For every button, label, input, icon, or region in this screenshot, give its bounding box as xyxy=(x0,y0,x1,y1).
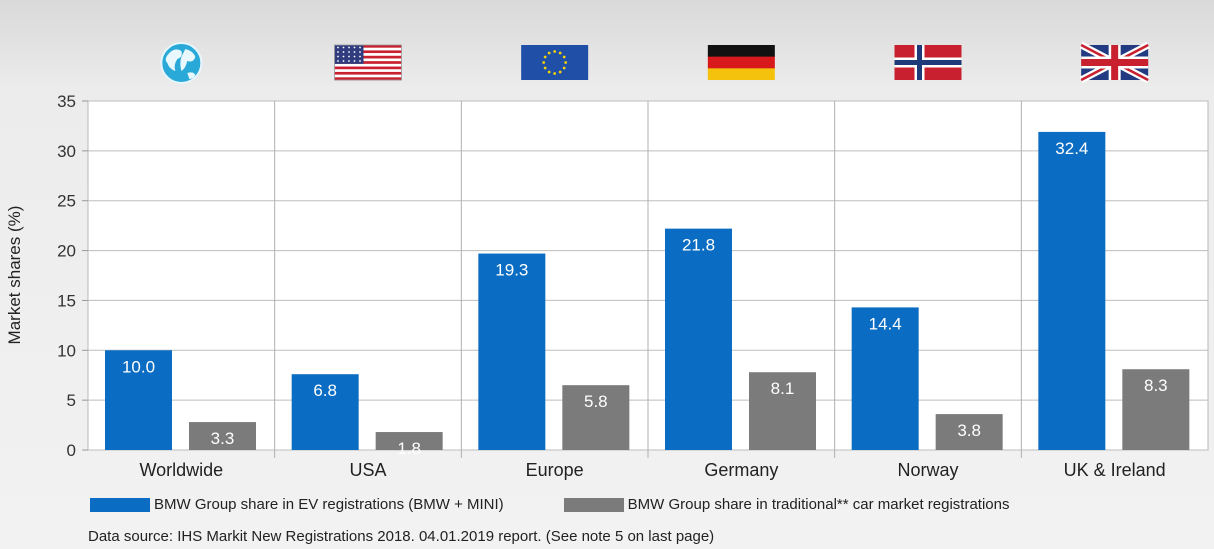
ev-bar-3 xyxy=(665,228,732,450)
eu-flag-icon xyxy=(521,45,589,80)
category-label: Norway xyxy=(897,460,958,480)
y-tick-label: 10 xyxy=(57,341,76,360)
ev-bar-1 xyxy=(291,374,359,450)
legend-swatch-ev xyxy=(90,497,150,512)
category-icons xyxy=(160,41,1150,84)
ev-value-label: 14.4 xyxy=(869,314,902,333)
category-label: Europe xyxy=(526,460,584,480)
ev-value-label: 10.0 xyxy=(122,357,155,376)
ev-value-label: 19.3 xyxy=(495,261,528,280)
y-tick-label: 15 xyxy=(57,291,76,310)
y-tick-label: 25 xyxy=(57,192,76,211)
ev-bar-4 xyxy=(851,307,919,450)
legend-label-traditional: BMW Group share in traditional** car mar… xyxy=(627,496,1010,513)
legend-label-ev: BMW Group share in EV registrations (BMW… xyxy=(154,496,504,513)
ev-value-label: 21.8 xyxy=(682,236,715,255)
y-tick-label: 30 xyxy=(57,142,76,161)
traditional-bar-0 xyxy=(189,422,256,450)
traditional-bar-4 xyxy=(935,414,1003,450)
traditional-value-label: 8.3 xyxy=(1144,376,1168,395)
traditional-value-label: 3.3 xyxy=(211,429,235,448)
legend-item-traditional: BMW Group share in traditional** car mar… xyxy=(563,496,1010,513)
bars: 10.0 6.8 19.3 21.8 14.4 32.4 3.3 1.8 5.8 8.1 3.8 8.… xyxy=(105,131,1190,458)
traditional-value-label: 8.1 xyxy=(771,379,795,398)
usa-flag-icon xyxy=(334,44,402,81)
legend-item-ev: BMW Group share in EV registrations (BMW… xyxy=(90,496,504,513)
gridlines xyxy=(82,100,1208,458)
y-tick-label: 20 xyxy=(57,242,76,261)
ev-value-label: 6.8 xyxy=(313,381,337,400)
norway-flag-icon xyxy=(894,45,962,80)
ev-bar-5 xyxy=(1038,131,1106,450)
traditional-value-label: 1.8 xyxy=(397,439,421,458)
traditional-value-label: 3.8 xyxy=(957,421,981,440)
category-label: Worldwide xyxy=(139,460,223,480)
chart: 10.0 6.8 19.3 21.8 14.4 32.4 3.3 1.8 5.8 8.1 3.8 8.… xyxy=(5,41,1209,480)
ev-bar-0 xyxy=(105,350,172,450)
traditional-bar-3 xyxy=(749,372,816,450)
y-tick-labels: 0 5 10 15 20 25 30 35 xyxy=(57,92,76,460)
globe-icon xyxy=(160,42,203,84)
ev-bar-2 xyxy=(478,253,546,450)
legend: BMW Group share in EV registrations (BMW… xyxy=(90,496,1069,513)
category-label: Germany xyxy=(704,460,778,480)
ev-value-label: 32.4 xyxy=(1055,139,1088,158)
germany-flag-icon xyxy=(707,45,775,80)
y-tick-label: 35 xyxy=(57,92,76,111)
traditional-bar-1 xyxy=(375,432,443,450)
traditional-value-label: 5.8 xyxy=(584,392,608,411)
y-tick-label: 0 xyxy=(67,441,76,460)
legend-swatch-traditional xyxy=(563,497,624,512)
category-label: UK & Ireland xyxy=(1064,460,1166,480)
y-axis-label: Market shares (%) xyxy=(5,206,24,345)
traditional-bar-5 xyxy=(1122,369,1190,450)
traditional-bar-2 xyxy=(562,385,630,450)
category-labels: Worldwide USA Europe Germany Norway UK & Irel… xyxy=(139,460,1165,480)
y-tick-label: 5 xyxy=(67,391,76,410)
category-label: USA xyxy=(349,460,386,480)
uk-flag-icon xyxy=(1079,41,1150,84)
data-source-note: Data source: IHS Markit New Registration… xyxy=(88,528,715,545)
